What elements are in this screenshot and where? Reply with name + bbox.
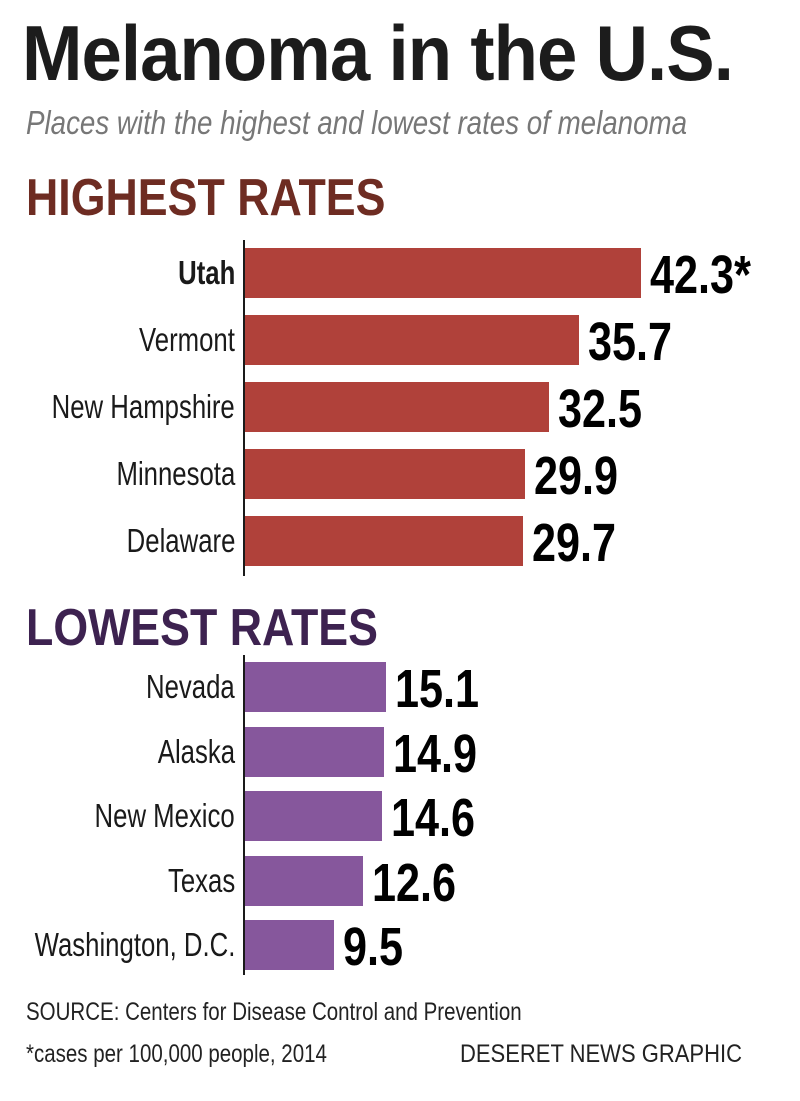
value-label: 14.9 [393, 724, 478, 784]
bar [245, 248, 641, 298]
footnote: *cases per 100,000 people, 2014 [26, 1040, 327, 1068]
axis-line-highest [243, 240, 245, 576]
value-label: 9.5 [342, 917, 403, 977]
bar [245, 662, 387, 712]
axis-line-lowest [243, 655, 245, 975]
value-label: 42.3* [650, 245, 751, 305]
chart-subtitle: Places with the highest and lowest rates… [26, 104, 688, 141]
category-label: Texas [167, 862, 235, 899]
category-label: Alaska [157, 733, 235, 770]
value-label: 14.6 [390, 788, 475, 848]
chart-title: Melanoma in the U.S. [22, 9, 734, 97]
section-header-lowest: LOWEST RATES [26, 599, 378, 657]
category-label: Washington, D.C. [34, 926, 235, 963]
bar [245, 382, 550, 432]
category-label: Vermont [139, 321, 235, 358]
bar [245, 856, 363, 906]
value-label: 29.9 [533, 446, 618, 506]
credit: DESERET NEWS GRAPHIC [460, 1040, 742, 1068]
bar [245, 315, 580, 365]
category-label: New Mexico [94, 797, 235, 834]
category-label: Nevada [146, 668, 235, 705]
bar [245, 727, 385, 777]
category-label: Utah [177, 254, 235, 291]
value-label: 12.6 [371, 853, 457, 913]
value-label: 29.7 [532, 513, 617, 573]
bar [245, 791, 382, 841]
category-label: Delaware [126, 522, 235, 559]
section-header-highest: HIGHEST RATES [26, 169, 386, 227]
category-label: New Hampshire [51, 388, 235, 425]
bar [245, 449, 525, 499]
bar [245, 920, 334, 970]
value-label: 35.7 [588, 312, 673, 372]
value-label: 32.5 [558, 379, 643, 439]
value-label: 15.1 [395, 659, 480, 719]
source-note: SOURCE: Centers for Disease Control and … [26, 998, 522, 1026]
bar [245, 516, 524, 566]
category-label: Minnesota [116, 455, 235, 492]
